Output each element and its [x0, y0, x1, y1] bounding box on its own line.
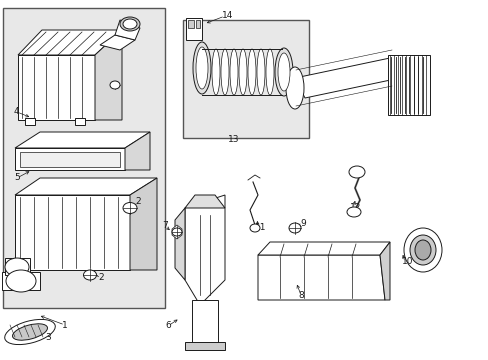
Ellipse shape [278, 53, 289, 91]
Polygon shape [184, 342, 224, 350]
Polygon shape [379, 242, 389, 300]
Text: 2: 2 [98, 274, 103, 283]
Polygon shape [294, 58, 399, 98]
Ellipse shape [5, 258, 29, 276]
Ellipse shape [110, 81, 120, 89]
Ellipse shape [239, 49, 246, 95]
Ellipse shape [172, 228, 182, 236]
Polygon shape [184, 195, 224, 305]
Ellipse shape [229, 49, 238, 95]
Polygon shape [115, 20, 140, 40]
Ellipse shape [83, 270, 96, 280]
Text: 12: 12 [349, 203, 361, 212]
Polygon shape [184, 195, 224, 208]
Ellipse shape [247, 49, 256, 95]
Polygon shape [15, 195, 130, 270]
Polygon shape [18, 30, 122, 55]
Ellipse shape [274, 48, 292, 96]
Ellipse shape [196, 47, 207, 89]
Text: 2: 2 [135, 198, 141, 207]
Bar [187, 20, 194, 28]
Polygon shape [15, 148, 125, 170]
Ellipse shape [120, 17, 140, 31]
Ellipse shape [123, 202, 137, 213]
Text: 1: 1 [62, 320, 68, 329]
Text: 7: 7 [162, 221, 167, 230]
Ellipse shape [6, 270, 36, 292]
Polygon shape [20, 152, 120, 167]
Text: 8: 8 [297, 291, 303, 300]
Polygon shape [172, 225, 182, 239]
Text: 9: 9 [299, 220, 305, 229]
Polygon shape [125, 132, 150, 170]
Polygon shape [258, 255, 384, 300]
Ellipse shape [346, 207, 360, 217]
Polygon shape [18, 55, 95, 120]
Ellipse shape [249, 224, 260, 232]
Ellipse shape [13, 324, 47, 340]
Ellipse shape [409, 235, 435, 265]
Text: 14: 14 [222, 12, 233, 21]
Ellipse shape [5, 319, 55, 345]
Text: 5: 5 [14, 174, 20, 183]
Ellipse shape [265, 49, 273, 95]
Polygon shape [95, 30, 122, 120]
Ellipse shape [285, 67, 304, 109]
Polygon shape [15, 178, 157, 195]
Polygon shape [130, 178, 157, 270]
Bar [3, 8, 164, 308]
Ellipse shape [193, 42, 210, 94]
Polygon shape [192, 300, 218, 345]
Ellipse shape [288, 223, 301, 233]
Text: 6: 6 [164, 321, 170, 330]
Bar [185, 18, 202, 40]
Bar [183, 20, 308, 138]
Ellipse shape [212, 49, 220, 95]
Ellipse shape [257, 49, 264, 95]
Polygon shape [175, 208, 184, 280]
Text: 4: 4 [14, 108, 20, 117]
Bar [196, 20, 200, 28]
Ellipse shape [403, 228, 441, 272]
Polygon shape [75, 118, 85, 125]
Polygon shape [15, 132, 150, 148]
Polygon shape [5, 258, 30, 275]
Text: 3: 3 [45, 333, 51, 342]
Text: 11: 11 [254, 224, 266, 233]
Ellipse shape [348, 166, 364, 178]
Text: 13: 13 [227, 135, 239, 144]
Polygon shape [25, 118, 35, 125]
Polygon shape [387, 55, 429, 115]
Polygon shape [2, 272, 40, 290]
Polygon shape [100, 35, 135, 50]
Ellipse shape [123, 19, 137, 29]
Text: 10: 10 [401, 257, 413, 266]
Ellipse shape [221, 49, 228, 95]
Ellipse shape [414, 240, 430, 260]
Polygon shape [258, 242, 389, 255]
